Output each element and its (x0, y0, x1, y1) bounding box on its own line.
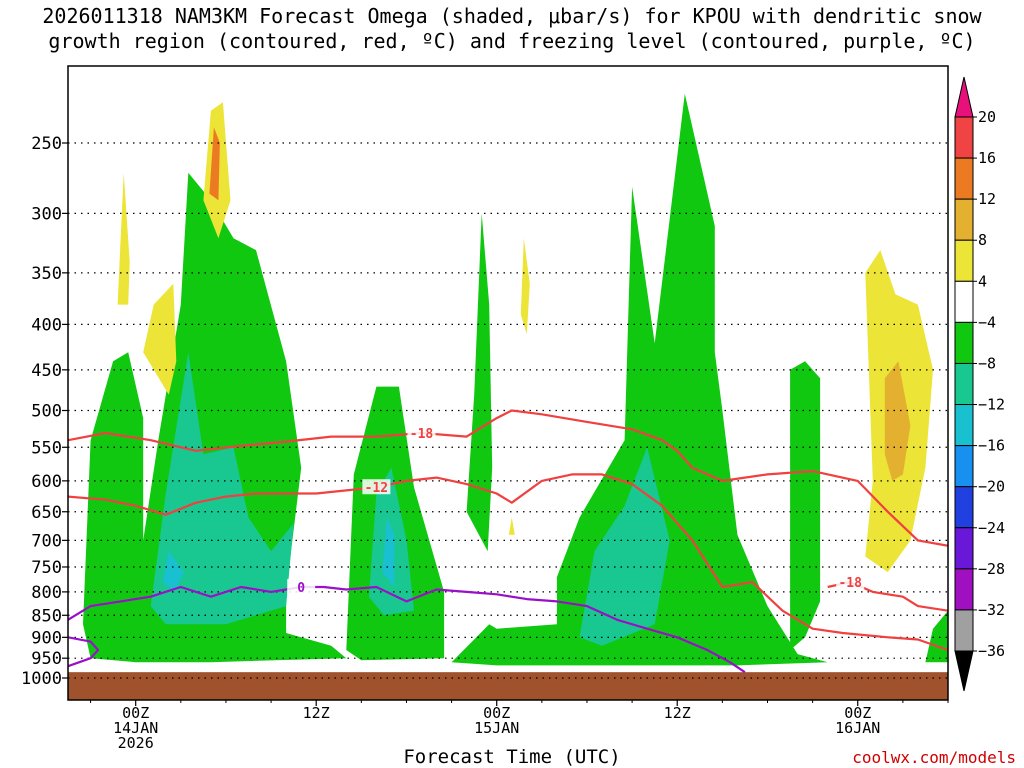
omega-region-blue-core-16z (382, 517, 395, 587)
omega-region-yellow-dot-25z (508, 517, 515, 535)
chart-title-line-2: growth region (contoured, red, ºC) and f… (48, 29, 976, 53)
colorbar-label-8: −16 (978, 437, 1005, 455)
y-tick-label-250: 250 (31, 134, 62, 154)
colorbar-bin-3 (954, 239, 974, 282)
y-tick-label-900: 900 (31, 628, 62, 648)
dgz-contour-label-bg-2 (836, 574, 865, 590)
chart-title-line-1: 2026011318 NAM3KM Forecast Omega (shaded… (42, 4, 982, 28)
colorbar-label-11: −28 (978, 560, 1005, 578)
freezing-contour-label-bg-0 (287, 579, 316, 595)
colorbar-label-9: −20 (978, 478, 1005, 496)
x-tick-label-0-1: 14JAN (113, 719, 158, 737)
colorbar-bin-5 (954, 321, 974, 364)
y-tick-label-800: 800 (31, 583, 62, 603)
omega-region-blue-core-07z (162, 551, 184, 592)
y-tick-label-450: 450 (31, 361, 62, 381)
y-tick-label-650: 650 (31, 503, 62, 523)
dgz-contour-label-1: -12 (365, 481, 388, 496)
y-tick-label-700: 700 (31, 531, 62, 551)
omega-region-yellow-left-400 (143, 283, 177, 395)
dgz-contour-0 (68, 409, 948, 547)
colorbar-bin-11 (954, 568, 974, 611)
x-tick-label-12-0: 12Z (303, 704, 330, 722)
colorbar-label-4: 4 (978, 272, 987, 290)
colorbar-label-1: 16 (978, 149, 996, 167)
x-tick-label-48-1: 16JAN (835, 719, 880, 737)
colorbar-label-7: −12 (978, 396, 1005, 414)
plot-frame (67, 65, 949, 701)
colorbar-label-2: 12 (978, 190, 996, 208)
y-tick-label-1000: 1000 (21, 669, 62, 689)
dgz-contour-label-bg-0 (407, 424, 436, 440)
y-tick-label-850: 850 (31, 606, 62, 626)
colorbar-bin-1 (954, 157, 974, 200)
y-tick-label-300: 300 (31, 204, 62, 224)
freezing-contour-1 (68, 636, 100, 668)
colorbar-bin-6 (954, 362, 974, 406)
freezing-contour-label-0: 0 (297, 581, 305, 596)
y-tick-label-950: 950 (31, 649, 62, 669)
colorbar-bin-2 (954, 198, 974, 241)
colorbar-bottom-arrow (954, 650, 974, 692)
colorbar-label-5: −4 (978, 313, 996, 331)
omega-region-orange-top-270 (209, 127, 220, 201)
y-tick-label-400: 400 (31, 315, 62, 335)
dgz-contour-label-2: -18 (838, 576, 862, 591)
y-tick-label-550: 550 (31, 438, 62, 458)
colorbar-bin-10 (954, 527, 974, 570)
credit-label[interactable]: coolwx.com/models (852, 748, 1016, 767)
colorbar: 20 16 12 8 4 −4 −8 −12 −16 −20 −24 −28 −32 −36 (954, 76, 1005, 692)
omega-region-green-right-edge (925, 610, 948, 663)
dgz-contour-1 (68, 473, 948, 652)
colorbar-label-12: −32 (978, 601, 1005, 619)
x-tick-label-24-1: 15JAN (474, 719, 519, 737)
colorbar-bin-9 (954, 486, 974, 529)
omega-region-teal-core-20z (579, 447, 670, 646)
colorbar-bin-7 (954, 404, 974, 447)
plot-area: -18 -12 -18 0 (68, 66, 948, 700)
colorbar-label-0: 20 (978, 108, 996, 126)
omega-region-orange-column-49z (884, 361, 911, 481)
omega-region-green-isolated-46z (790, 361, 821, 650)
x-tick-label-24-0: 00Z (483, 704, 510, 722)
colorbar-bin-4 (954, 280, 974, 323)
omega-region-teal-core-06z (150, 352, 294, 625)
dgz-contour-label-0: -18 (410, 427, 434, 442)
colorbar-label-10: −24 (978, 519, 1005, 537)
x-tick-label-0-2: 2026 (118, 734, 154, 752)
colorbar-top-arrow (954, 76, 974, 118)
y-tick-label-350: 350 (31, 264, 62, 284)
omega-region-yellow-streak-26z (520, 238, 530, 334)
colorbar-bin-0 (954, 116, 974, 159)
omega-region-yellow-left-300 (117, 172, 130, 305)
colorbar-label-13: −36 (978, 642, 1005, 660)
dgz-contour-label-bg-1 (362, 479, 391, 495)
x-tick-label-48-0: 00Z (844, 704, 871, 722)
colorbar-bin-8 (954, 445, 974, 488)
colorbar-label-3: 8 (978, 231, 987, 249)
y-tick-label-750: 750 (31, 558, 62, 578)
x-tick-label-0-0: 00Z (122, 704, 149, 722)
chart-title: 2026011318 NAM3KM Forecast Omega (shaded… (0, 4, 1024, 54)
x-axis-title: Forecast Time (UTC) (403, 746, 621, 768)
x-tick-label-36-0: 12Z (664, 704, 691, 722)
omega-region-green-cols-18z (451, 93, 828, 666)
y-tick-label-600: 600 (31, 472, 62, 492)
colorbar-bin-12 (954, 609, 974, 652)
y-tick-label-500: 500 (31, 402, 62, 422)
colorbar-label-6: −8 (978, 354, 996, 372)
ground-surface (68, 672, 948, 700)
omega-region-green-streak-22z (466, 213, 493, 552)
freezing-contour-0 (68, 585, 746, 674)
